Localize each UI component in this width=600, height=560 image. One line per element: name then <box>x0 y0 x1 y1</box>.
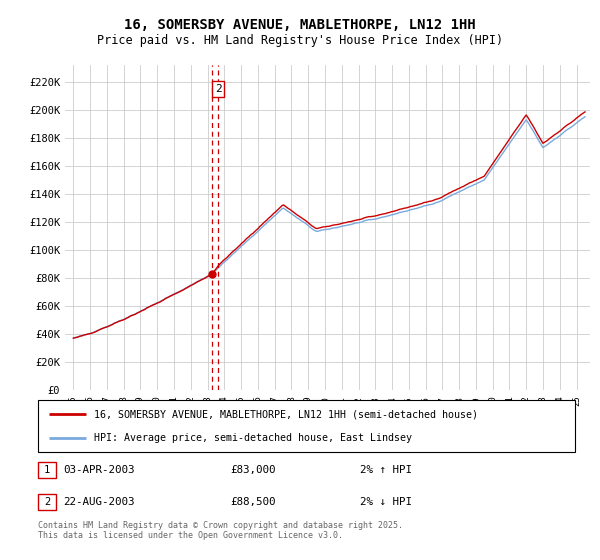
Text: 2% ↑ HPI: 2% ↑ HPI <box>360 465 412 475</box>
Text: 2% ↓ HPI: 2% ↓ HPI <box>360 497 412 507</box>
Text: £88,500: £88,500 <box>230 497 275 507</box>
Text: 03-APR-2003: 03-APR-2003 <box>63 465 134 475</box>
Text: 2: 2 <box>215 84 221 94</box>
Text: HPI: Average price, semi-detached house, East Lindsey: HPI: Average price, semi-detached house,… <box>94 433 412 443</box>
Text: 16, SOMERSBY AVENUE, MABLETHORPE, LN12 1HH (semi-detached house): 16, SOMERSBY AVENUE, MABLETHORPE, LN12 1… <box>94 409 478 419</box>
Text: £83,000: £83,000 <box>230 465 275 475</box>
Text: 1: 1 <box>44 465 50 475</box>
Text: Price paid vs. HM Land Registry's House Price Index (HPI): Price paid vs. HM Land Registry's House … <box>97 34 503 47</box>
Text: 22-AUG-2003: 22-AUG-2003 <box>63 497 134 507</box>
FancyBboxPatch shape <box>38 462 56 478</box>
Text: 16, SOMERSBY AVENUE, MABLETHORPE, LN12 1HH: 16, SOMERSBY AVENUE, MABLETHORPE, LN12 1… <box>124 18 476 32</box>
Text: 2: 2 <box>44 497 50 507</box>
FancyBboxPatch shape <box>38 400 575 452</box>
Text: Contains HM Land Registry data © Crown copyright and database right 2025.
This d: Contains HM Land Registry data © Crown c… <box>38 521 403 540</box>
FancyBboxPatch shape <box>38 494 56 510</box>
